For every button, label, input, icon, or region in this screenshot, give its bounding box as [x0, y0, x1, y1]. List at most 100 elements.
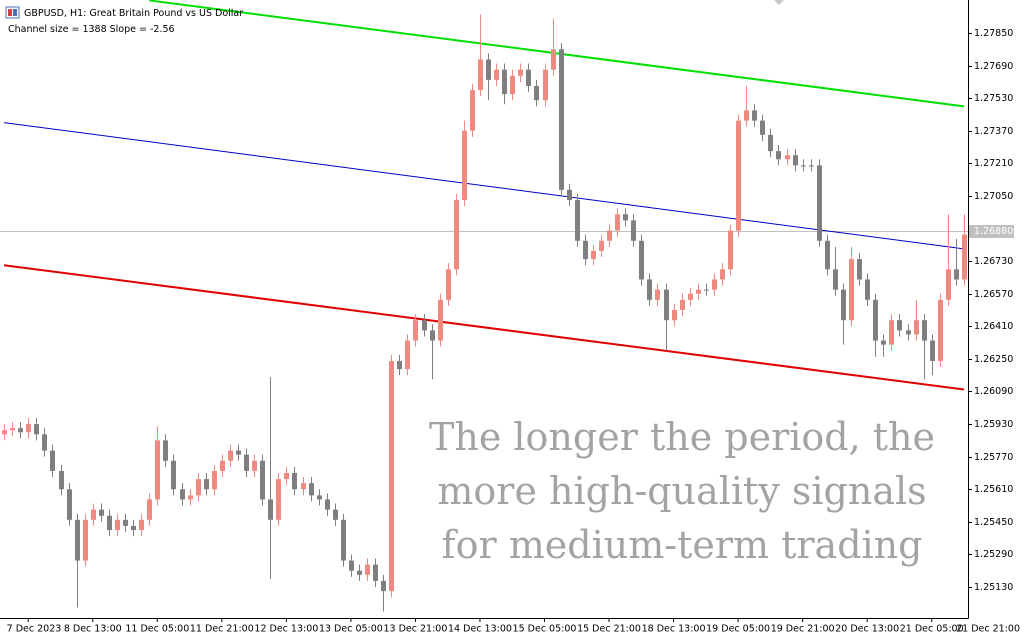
candle-body: [696, 289, 701, 294]
candle-body: [954, 269, 959, 280]
candle-body: [922, 320, 927, 341]
candle-body: [180, 489, 185, 500]
candle-body: [2, 430, 7, 435]
y-tick-label: 1.25610: [974, 484, 1013, 495]
candle-body: [115, 519, 120, 531]
candle-body: [284, 472, 289, 480]
candle-body: [123, 519, 128, 526]
channel-line: [149, 0, 965, 108]
y-tick-label: 1.25930: [974, 419, 1013, 430]
symbol-icon-part: [8, 9, 12, 16]
candle-body: [91, 509, 96, 520]
candle-body: [454, 200, 459, 270]
x-tick-label: 11 Dec 21:00: [190, 624, 254, 635]
candle-body: [196, 479, 201, 496]
candle-body: [494, 69, 499, 80]
candle-body: [930, 340, 935, 361]
candle-body: [712, 279, 717, 290]
candle-body: [623, 214, 628, 221]
candle-body: [204, 479, 209, 490]
candle-body: [655, 289, 660, 300]
candle-body: [672, 310, 677, 321]
candle-body: [212, 470, 217, 490]
x-tick-label: 20 Dec 13:00: [835, 624, 899, 635]
y-tick-label: 1.25450: [974, 517, 1013, 528]
annotation-line: for medium-term trading: [442, 523, 923, 567]
candle-body: [171, 460, 176, 490]
header: GBPUSD, H1: Great Britain Pound vs US Do…: [5, 0, 784, 35]
x-tick-label: 8 Dec 13:00: [64, 624, 122, 635]
candle-body: [768, 134, 773, 152]
candle-body: [333, 509, 338, 520]
candle-body: [10, 428, 15, 431]
candle-body: [349, 560, 354, 571]
shift-marker: [774, 0, 784, 5]
chart-subtitle: Channel size = 1388 Slope = -2.56: [8, 24, 175, 35]
candle-body: [664, 289, 669, 321]
candle-body: [591, 250, 596, 260]
candle-body: [163, 440, 168, 461]
candle-body: [413, 320, 418, 341]
candle-body: [188, 495, 193, 500]
candle-body: [341, 519, 346, 561]
candle-body: [760, 120, 765, 135]
x-tick-label: 21 Dec 21:00: [956, 624, 1020, 635]
x-tick-label: 13 Dec 05:00: [319, 624, 383, 635]
candle-body: [244, 454, 249, 471]
y-tick-label: 1.25290: [974, 549, 1013, 560]
candle-body: [962, 234, 967, 280]
candle-body: [776, 151, 781, 160]
candle-body: [422, 320, 427, 331]
candle-body: [389, 360, 394, 592]
candle-body: [567, 189, 572, 201]
candle-body: [793, 155, 798, 166]
y-tick-label: 1.26570: [974, 289, 1013, 300]
candle-body: [543, 69, 548, 101]
candle-body: [857, 259, 862, 280]
candle-body: [720, 269, 725, 280]
candle-body: [438, 299, 443, 341]
candle-body: [236, 450, 241, 455]
candle-body: [325, 499, 330, 510]
candle-body: [841, 289, 846, 321]
current-price-box: [969, 225, 1014, 238]
candle-body: [486, 59, 491, 80]
candle-body: [785, 155, 790, 160]
channel-lines: [0, 0, 968, 391]
y-tick-label: 1.27050: [974, 191, 1013, 202]
candle-body: [946, 269, 951, 300]
candle-body: [220, 460, 225, 471]
candle-body: [607, 230, 612, 241]
x-tick-label: 13 Dec 21:00: [383, 624, 447, 635]
candle-body: [155, 440, 160, 500]
symbol-icon: [5, 6, 20, 19]
candle-body: [34, 424, 39, 435]
candle-body: [849, 259, 854, 321]
candle-body: [276, 479, 281, 520]
candle-body: [59, 470, 64, 490]
x-tick-label: 7 Dec 2023: [7, 624, 62, 635]
candle-body: [736, 120, 741, 231]
candle-body: [462, 130, 467, 201]
annotation: The longer the period, the more high-qual…: [429, 415, 935, 567]
candle-body: [502, 69, 507, 95]
y-tick-label: 1.27210: [974, 158, 1013, 169]
y-tick-label: 1.27530: [974, 93, 1013, 104]
channel-line: [3, 122, 965, 250]
candle-body: [42, 434, 47, 451]
candle-body: [292, 472, 297, 490]
candle-body: [825, 240, 830, 270]
candle-body: [317, 495, 322, 500]
candle-body: [817, 165, 822, 241]
candle-body: [405, 340, 410, 370]
candle-body: [446, 269, 451, 300]
candle-body: [865, 279, 870, 300]
candle-body: [583, 240, 588, 260]
channel-line: [3, 264, 965, 391]
y-tick-label: 1.26730: [974, 256, 1013, 267]
candle-body: [833, 269, 838, 290]
candle-body: [26, 424, 31, 433]
y-tick-label: 1.26090: [974, 386, 1013, 397]
candle-body: [559, 49, 564, 190]
candle-body: [599, 240, 604, 251]
